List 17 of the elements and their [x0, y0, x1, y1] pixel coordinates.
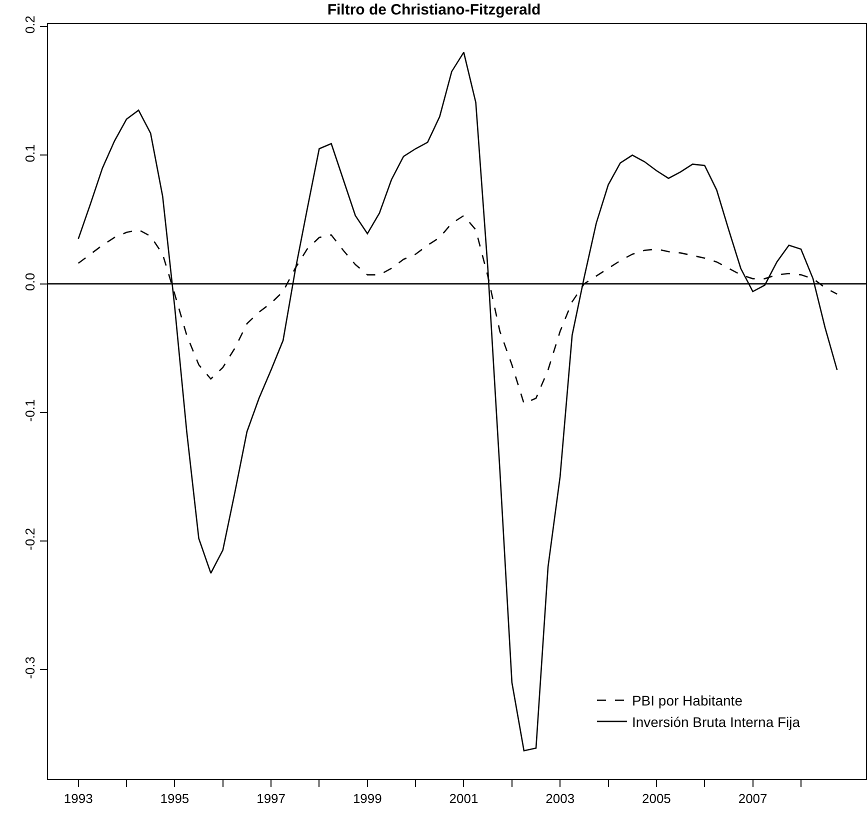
x-tick-label: 1993 — [64, 790, 93, 806]
chart-title: Filtro de Christiano-Fitzgerald — [327, 2, 541, 19]
x-tick-label: 1995 — [160, 790, 190, 806]
y-tick-label: -0.2 — [22, 528, 38, 550]
x-tick-label: 2007 — [738, 790, 768, 806]
y-tick-label: 0.1 — [22, 144, 38, 162]
x-tick-label: 2005 — [642, 790, 671, 806]
legend-label: Inversión Bruta Interna Fija — [632, 714, 800, 730]
y-tick-label: 0.2 — [22, 16, 38, 34]
x-tick-label: 2003 — [546, 790, 575, 806]
y-tick-label: -0.1 — [22, 399, 38, 422]
y-tick-label: -0.3 — [22, 656, 38, 679]
y-tick-label: 0.0 — [22, 272, 38, 291]
x-tick-label: 1999 — [352, 790, 382, 806]
x-tick-label: 2001 — [449, 790, 478, 806]
legend-label: PBI por Habitante — [632, 692, 743, 709]
x-tick-label: 1997 — [256, 790, 286, 806]
